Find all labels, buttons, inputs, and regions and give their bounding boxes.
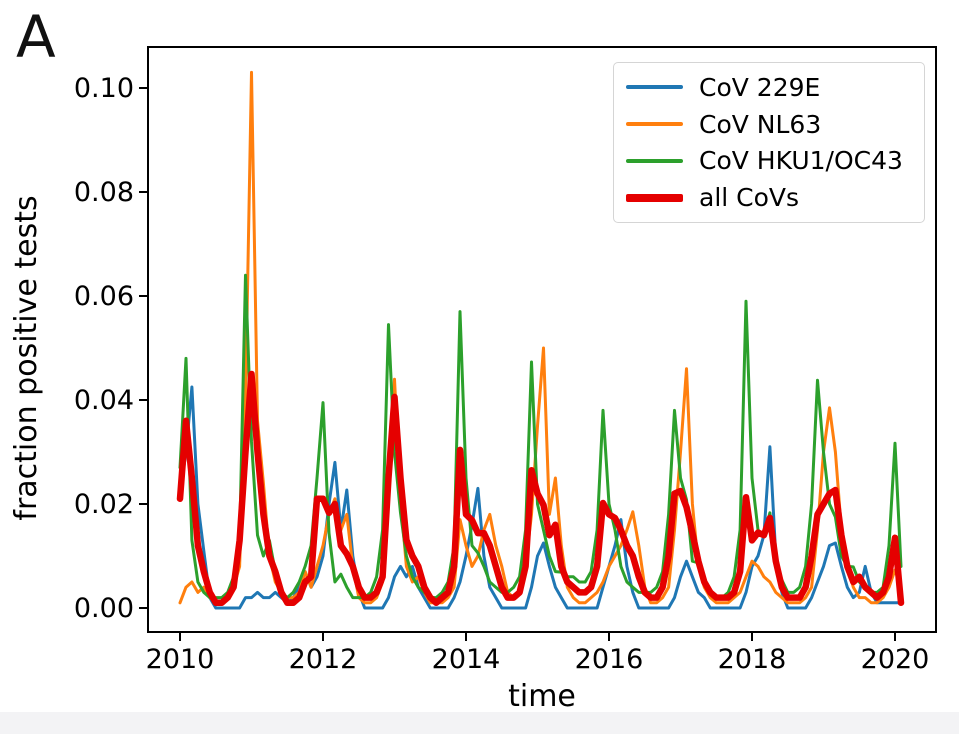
legend-item-cov-229e: CoV 229E [626, 75, 920, 100]
plot-frame [147, 46, 937, 633]
legend-swatch-cov-229e [626, 85, 683, 90]
y-axis-title: fraction positive tests [9, 195, 44, 520]
y-tick-label: 0.06 [74, 281, 134, 312]
x-tick-label: 2020 [861, 644, 930, 675]
legend-swatch-cov-nl63 [626, 122, 683, 127]
panel-label: A [16, 3, 56, 71]
legend-swatch-cov-hku1-oc43 [626, 158, 683, 163]
legend-item-cov-hku1-oc43: CoV HKU1/OC43 [626, 148, 920, 173]
y-tick-label: 0.02 [74, 489, 134, 520]
legend-label-all-covs: all CoVs [699, 183, 800, 213]
x-tick-label: 2010 [146, 644, 215, 675]
y-tick-label: 0.10 [74, 73, 134, 104]
x-tick-label: 2016 [575, 644, 644, 675]
legend-item-cov-nl63: CoV NL63 [626, 112, 920, 137]
x-tick-label: 2012 [289, 644, 358, 675]
y-tick-label: 0.00 [74, 593, 134, 624]
legend-item-all-covs: all CoVs [626, 185, 920, 210]
x-tick-label: 2018 [718, 644, 787, 675]
legend-swatch-all-covs [626, 193, 683, 202]
legend-label-cov-hku1-oc43: CoV HKU1/OC43 [699, 146, 903, 176]
y-tick-label: 0.04 [74, 385, 134, 416]
y-tick-label: 0.08 [74, 177, 134, 208]
legend: CoV 229E CoV NL63 CoV HKU1/OC43 all CoVs [613, 62, 925, 223]
x-tick-label: 2014 [432, 644, 501, 675]
legend-label-cov-229e: CoV 229E [699, 72, 821, 102]
series-line-all-covs [176, 370, 905, 607]
page-bottom-strip [0, 712, 959, 734]
plot-area: 2010 2012 2014 2016 2018 2020 0.00 0.02 0.04 0.06… [74, 46, 937, 675]
x-axis-title: time [508, 679, 576, 714]
legend-label-cov-nl63: CoV NL63 [699, 109, 822, 139]
